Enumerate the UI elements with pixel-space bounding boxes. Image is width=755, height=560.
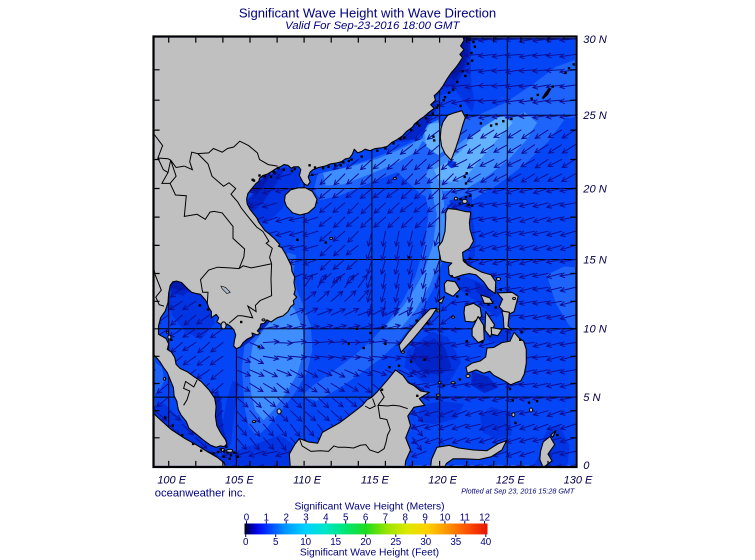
svg-text:5: 5 (273, 537, 279, 548)
svg-text:105 E: 105 E (225, 474, 254, 486)
svg-text:110 E: 110 E (293, 474, 322, 486)
svg-text:11: 11 (460, 512, 470, 523)
svg-text:120 E: 120 E (428, 474, 457, 486)
svg-text:10: 10 (439, 512, 450, 523)
svg-text:10 N: 10 N (583, 324, 607, 336)
svg-text:Valid For Sep-23-2016 18:00 GM: Valid For Sep-23-2016 18:00 GMT (285, 20, 460, 32)
svg-text:Significant Wave Height with W: Significant Wave Height with Wave Direct… (239, 5, 496, 20)
svg-text:40: 40 (480, 537, 491, 548)
svg-text:125 E: 125 E (496, 474, 525, 486)
svg-text:9: 9 (422, 512, 427, 523)
svg-text:8: 8 (402, 512, 408, 523)
svg-text:2: 2 (283, 512, 288, 523)
svg-text:30 N: 30 N (583, 34, 607, 46)
svg-text:1: 1 (264, 512, 269, 523)
svg-text:4: 4 (323, 512, 329, 523)
svg-text:3: 3 (303, 512, 309, 523)
svg-text:7: 7 (383, 512, 388, 523)
svg-text:115 E: 115 E (361, 474, 390, 486)
svg-text:6: 6 (363, 512, 369, 523)
svg-text:35: 35 (450, 537, 461, 548)
svg-text:15: 15 (330, 537, 341, 548)
svg-text:25: 25 (390, 537, 401, 548)
svg-text:25 N: 25 N (582, 110, 607, 122)
svg-text:5: 5 (343, 512, 349, 523)
svg-text:0: 0 (583, 460, 590, 472)
svg-text:oceanweather inc.: oceanweather inc. (155, 487, 246, 499)
svg-text:Significant Wave Height (Meter: Significant Wave Height (Meters) (294, 502, 444, 513)
svg-text:Plotted at Sep 23, 2016 15:28: Plotted at Sep 23, 2016 15:28 GMT (461, 487, 575, 496)
svg-text:20: 20 (360, 537, 371, 548)
svg-text:10: 10 (300, 537, 311, 548)
svg-text:20 N: 20 N (582, 183, 607, 195)
svg-text:12: 12 (479, 512, 490, 523)
svg-text:30: 30 (420, 537, 431, 548)
svg-text:0: 0 (244, 512, 250, 523)
svg-text:5 N: 5 N (583, 392, 601, 404)
svg-text:0: 0 (243, 537, 249, 548)
svg-text:Significant Wave Height (Feet): Significant Wave Height (Feet) (300, 548, 439, 559)
svg-text:100 E: 100 E (157, 474, 186, 486)
svg-text:130 E: 130 E (564, 474, 593, 486)
svg-text:15 N: 15 N (583, 254, 607, 266)
